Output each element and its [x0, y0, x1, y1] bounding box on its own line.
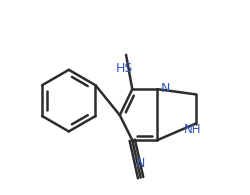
Text: HS: HS	[115, 62, 133, 75]
Text: N: N	[161, 82, 170, 95]
Text: N: N	[136, 157, 145, 170]
Text: NH: NH	[184, 123, 201, 136]
